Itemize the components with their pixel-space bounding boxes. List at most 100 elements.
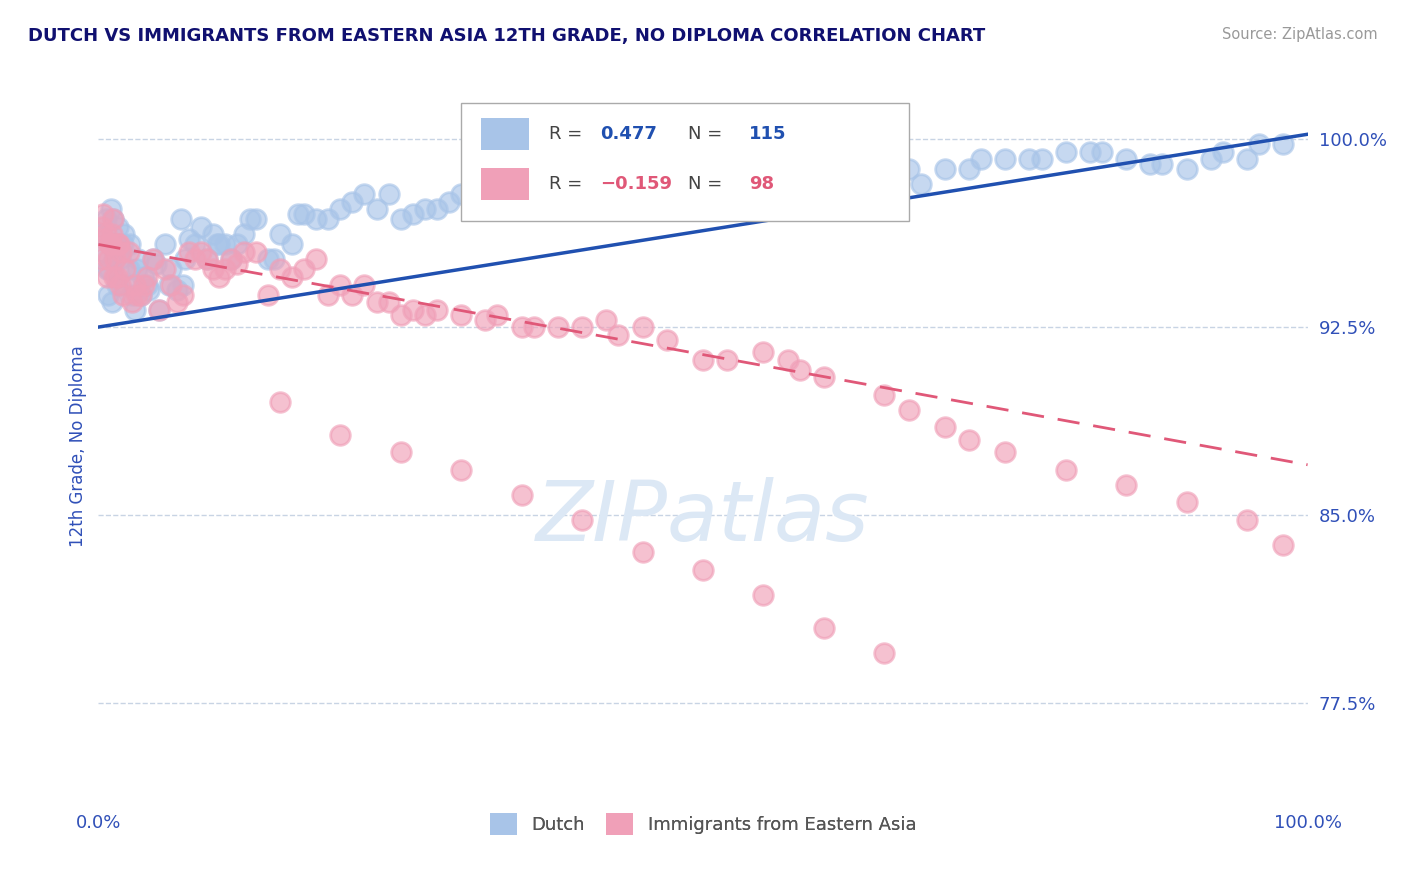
Point (160, 277, 183, 292)
Point (195, 252, 218, 267)
Point (668, 182, 690, 196)
Point (256, 252, 278, 267)
Point (873, 387, 896, 401)
Point (91, 219, 114, 234)
Point (190, 219, 212, 234)
Text: N =: N = (689, 125, 728, 143)
Point (108, 237, 131, 252)
Point (195, 252, 218, 267)
Point (813, 370, 835, 384)
Point (426, 302, 449, 317)
Point (112, 227, 135, 242)
Point (226, 257, 249, 271)
Point (389, 308, 412, 322)
Point (121, 287, 143, 301)
Point (934, 420, 956, 434)
Point (316, 287, 339, 301)
Point (366, 202, 388, 217)
Point (789, 362, 811, 376)
Point (450, 187, 472, 202)
Point (281, 237, 304, 252)
Point (353, 187, 375, 202)
Point (450, 463, 472, 477)
Point (813, 187, 835, 202)
FancyBboxPatch shape (481, 119, 529, 150)
Point (127, 252, 149, 267)
Point (474, 187, 496, 202)
Point (957, 162, 980, 177)
Point (172, 277, 194, 292)
Point (142, 252, 165, 267)
Point (825, 187, 848, 202)
Point (101, 212, 124, 227)
Point (166, 283, 188, 297)
Point (571, 513, 593, 527)
Point (104, 252, 127, 267)
Point (97, 252, 120, 267)
Point (100, 202, 122, 217)
Point (728, 162, 751, 177)
Point (118, 237, 141, 252)
Point (107, 219, 129, 234)
Point (1272, 538, 1295, 552)
Point (752, 588, 775, 602)
Point (96, 262, 118, 277)
Point (208, 270, 231, 285)
Text: 0.477: 0.477 (600, 125, 657, 143)
Point (157, 277, 180, 292)
Point (1175, 162, 1198, 177)
Point (631, 545, 654, 559)
Point (205, 237, 228, 252)
Point (93, 244, 115, 259)
Point (129, 287, 152, 301)
Point (437, 194, 460, 209)
Point (142, 252, 165, 267)
Point (124, 277, 146, 292)
Point (103, 252, 125, 267)
Point (135, 270, 157, 285)
Point (450, 308, 472, 322)
Point (103, 270, 125, 285)
Point (202, 262, 225, 277)
Point (256, 287, 278, 301)
Point (305, 252, 328, 267)
Point (897, 402, 920, 417)
Point (269, 227, 291, 242)
Point (160, 262, 183, 277)
Point (174, 252, 197, 267)
Point (910, 178, 932, 192)
Point (1212, 145, 1234, 159)
Point (100, 295, 122, 310)
Legend: Dutch, Immigrants from Eastern Asia: Dutch, Immigrants from Eastern Asia (481, 804, 925, 844)
Point (208, 237, 231, 252)
Y-axis label: 12th Grade, No Diploma: 12th Grade, No Diploma (69, 345, 87, 547)
Text: −0.159: −0.159 (600, 175, 672, 193)
Point (127, 287, 149, 301)
Point (148, 302, 170, 317)
Point (281, 270, 304, 285)
Point (1199, 153, 1222, 167)
Point (226, 237, 249, 252)
Point (97, 287, 120, 301)
Point (94, 227, 117, 242)
Point (752, 162, 775, 177)
Point (98, 262, 121, 277)
Point (100, 237, 122, 252)
Point (1091, 145, 1114, 159)
Point (329, 202, 352, 217)
Point (789, 187, 811, 202)
Point (342, 194, 364, 209)
Point (269, 262, 291, 277)
Point (402, 207, 425, 221)
Point (644, 169, 666, 184)
Point (1236, 513, 1258, 527)
Text: Source: ZipAtlas.com: Source: ZipAtlas.com (1222, 27, 1378, 42)
Point (1078, 145, 1101, 159)
Point (377, 295, 399, 310)
Point (510, 488, 533, 502)
Point (413, 308, 436, 322)
Text: R =: R = (550, 125, 589, 143)
Point (118, 244, 141, 259)
Point (111, 287, 134, 301)
Point (118, 262, 141, 277)
